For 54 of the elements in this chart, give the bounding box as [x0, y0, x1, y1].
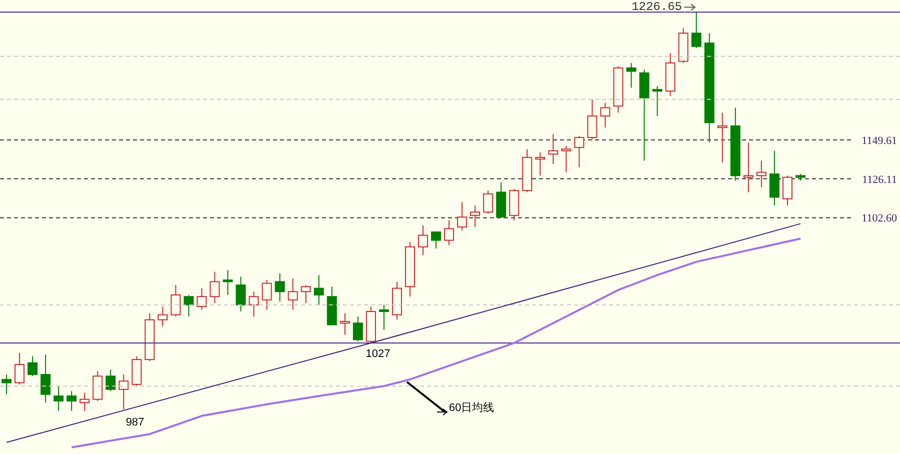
candlestick [28, 356, 38, 377]
candlestick [262, 280, 272, 310]
candlestick [210, 271, 220, 304]
candlestick [470, 204, 480, 228]
candlestick [691, 12, 702, 49]
candlestick [444, 220, 454, 246]
candlestick [418, 224, 428, 256]
candlestick [14, 352, 25, 385]
candlestick [2, 374, 12, 395]
candlestick [340, 312, 350, 336]
candlestick [184, 294, 194, 317]
candlestick [288, 278, 298, 310]
candlestick [782, 175, 792, 206]
candlestick [40, 354, 51, 404]
candlestick [170, 284, 181, 317]
candlestick [92, 370, 103, 402]
candlestick [378, 304, 389, 330]
candlestick [236, 276, 246, 312]
candlestick [118, 374, 129, 410]
y-tick-label: 1126.11 [862, 174, 897, 186]
y-tick-label: 1102.60 [862, 212, 898, 225]
candlestick [457, 202, 468, 231]
candlestick [561, 145, 572, 173]
candlestick [756, 160, 766, 188]
annotation: 1027 [366, 348, 390, 360]
candlestick [600, 102, 610, 128]
candlestick [80, 392, 90, 412]
annotation: 60日均线 [449, 401, 494, 414]
candlestick [158, 306, 168, 327]
y-tick-label: 1149.61 [862, 134, 897, 147]
candlestick [106, 368, 116, 392]
candlestick [743, 142, 754, 193]
annotation: 987 [126, 416, 144, 428]
candlestick [248, 291, 259, 317]
candlestick [574, 135, 584, 168]
candlestick [300, 284, 311, 304]
line-series [70, 238, 802, 448]
candlestick [587, 98, 598, 140]
candlestick [54, 386, 64, 412]
candlestick [626, 62, 636, 88]
candlestick [483, 190, 494, 214]
candlestick [548, 134, 558, 165]
candlestick [535, 152, 546, 176]
candlestick [196, 288, 207, 310]
candlestick [66, 390, 77, 412]
candlestick [274, 272, 285, 302]
candlestick [717, 112, 728, 163]
candlestick [352, 316, 363, 342]
candlestick [314, 274, 324, 306]
annotation: 1226.65 [632, 0, 682, 14]
candlestick [431, 231, 442, 250]
candlestick [652, 86, 662, 116]
candlestick [769, 150, 780, 206]
candlestick [222, 270, 233, 296]
